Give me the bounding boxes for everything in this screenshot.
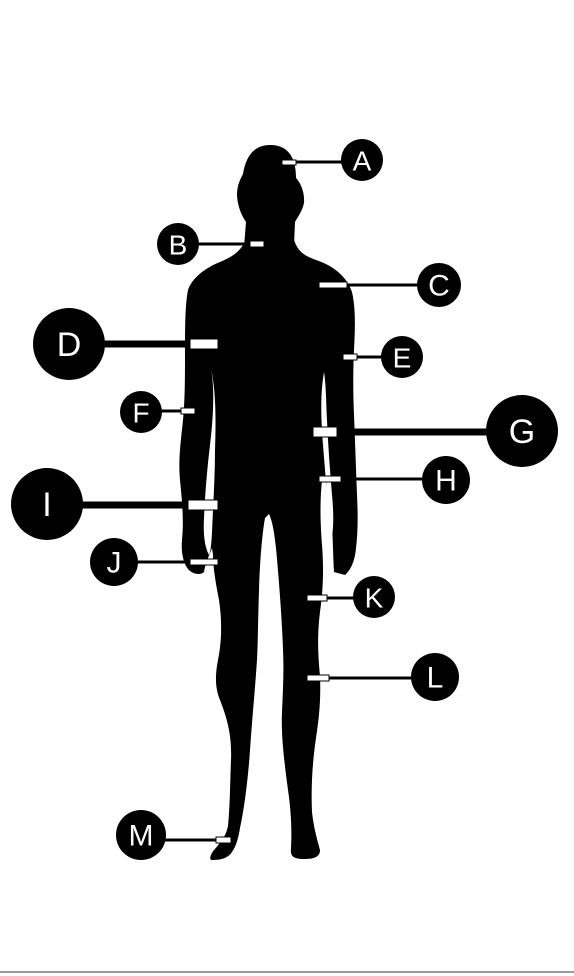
badge-j-text: J (107, 547, 122, 580)
badge-f: F (120, 391, 162, 433)
torso-shape (179, 240, 358, 860)
badge-l: L (411, 653, 459, 701)
leader-stub-m (215, 836, 232, 844)
leader-stub-a (281, 159, 297, 166)
badge-b-text: B (169, 230, 188, 261)
right-arm-gap (321, 372, 334, 550)
leader-stub-c (318, 281, 348, 289)
badge-a-text: A (353, 146, 372, 177)
head-shape (237, 145, 305, 247)
badge-l-text: L (427, 662, 444, 695)
badge-k-text: K (365, 583, 384, 614)
badge-h: H (422, 456, 470, 504)
leader-stub-b (249, 240, 265, 248)
leader-stub-j (189, 558, 219, 566)
leader-stub-f (180, 407, 196, 415)
badge-i: I (11, 468, 83, 540)
leader-stub-i (187, 499, 219, 511)
badge-d-text: D (57, 326, 82, 364)
badge-j: J (90, 538, 138, 586)
leader-stub-h (318, 475, 342, 483)
badge-b: B (157, 223, 199, 265)
badge-m-text: M (129, 820, 154, 853)
badge-c: C (417, 263, 461, 307)
leader-stub-d (189, 338, 219, 350)
leader-stub-g (312, 426, 338, 438)
badge-c-text: C (428, 270, 450, 303)
badge-g: G (486, 395, 558, 467)
badge-h-text: H (435, 465, 457, 498)
leader-stub-e (342, 353, 358, 361)
badge-a: A (341, 139, 383, 181)
badge-m: M (116, 810, 166, 860)
leader-stub-k (306, 594, 328, 602)
label-badges: A B C D E F G H (11, 139, 558, 860)
badge-d: D (33, 308, 105, 380)
badge-g-text: G (509, 413, 535, 451)
badge-k: K (353, 576, 395, 618)
leader-lines (80, 159, 492, 844)
badge-f-text: F (132, 398, 149, 429)
bottom-divider (0, 971, 574, 973)
human-silhouette (179, 145, 358, 860)
badge-e: E (381, 336, 423, 378)
leader-stub-l (306, 674, 330, 682)
badge-e-text: E (393, 343, 412, 374)
badge-i-text: I (42, 486, 51, 524)
